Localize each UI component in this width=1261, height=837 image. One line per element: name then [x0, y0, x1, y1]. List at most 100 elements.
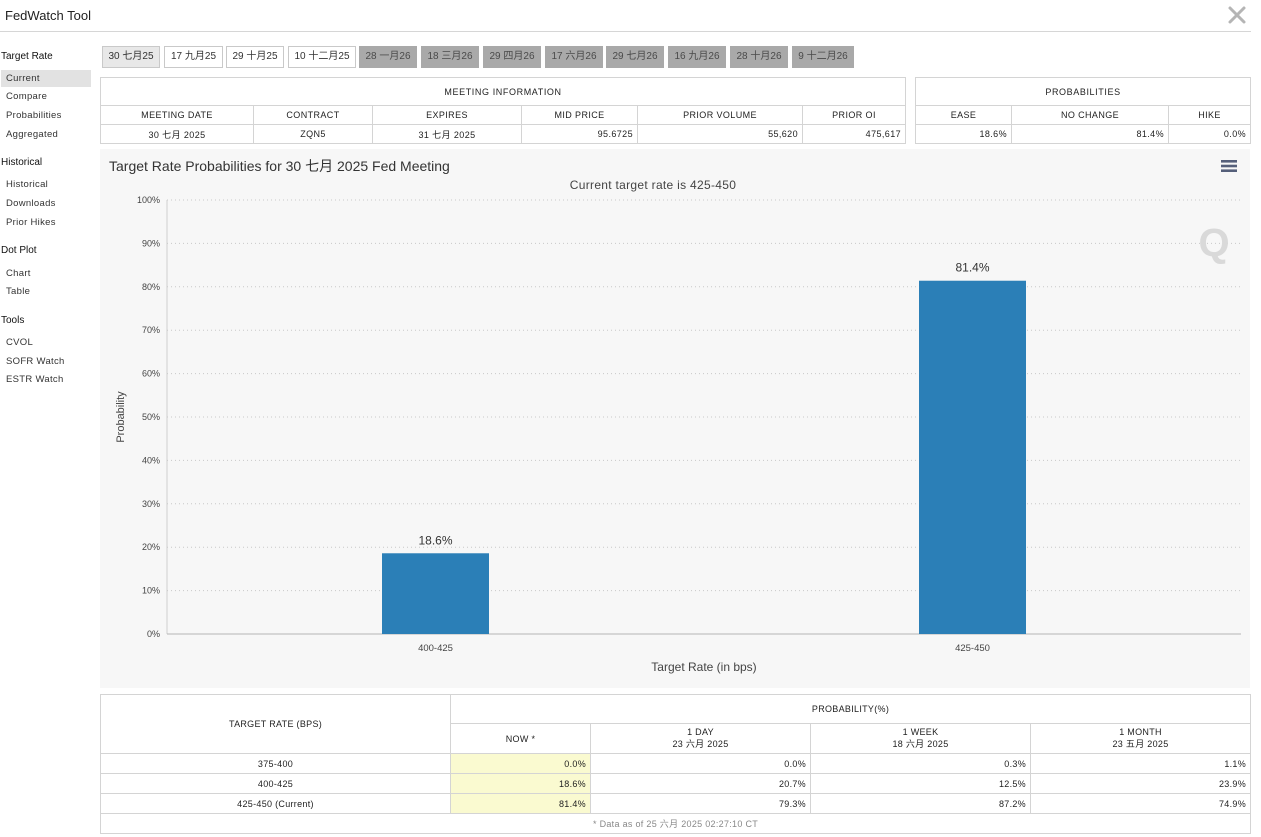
probability-cell: 20.7%	[590, 773, 811, 794]
no-change-value: 81.4%	[1011, 124, 1169, 144]
x-axis-title: Target Rate (in bps)	[651, 660, 756, 674]
column-header: NO CHANGE	[1011, 105, 1169, 125]
probability-cell: 0.0%	[590, 753, 811, 774]
column-header: PRIOR VOLUME	[637, 105, 803, 125]
tab-meeting[interactable]: 28 十月26	[730, 46, 788, 68]
bar	[919, 280, 1026, 634]
sidebar-item-aggregated[interactable]: Aggregated	[6, 129, 59, 140]
tab-meeting[interactable]: 9 十二月26	[792, 46, 854, 68]
target-rate-header: TARGET RATE (BPS)	[100, 694, 451, 754]
probability-cell: 23.9%	[1029, 773, 1252, 794]
y-tick-label: 10%	[142, 586, 160, 596]
ease-value: 18.6%	[915, 124, 1012, 144]
table-row: 375-400 0.0% 0.0% 0.3% 1.1%	[100, 753, 1252, 774]
title-bar: FedWatch Tool	[0, 0, 1251, 32]
column-header: PRIOR OI	[801, 105, 907, 125]
expires: 31 七月 2025	[372, 124, 522, 144]
column-header: EASE	[915, 105, 1012, 125]
tab-meeting[interactable]: 16 九月26	[668, 46, 726, 68]
column-header: HIKE	[1167, 105, 1252, 125]
probability-cell: 1.1%	[1029, 753, 1252, 774]
target-rate-table: TARGET RATE (BPS) PROBABILITY(%) NOW * 1…	[99, 694, 1252, 834]
chart-panel: 0% 10% 20% 30% 40% 50% 60% 70% 80% 90% 100% 18.6% 40…	[100, 149, 1250, 688]
chart-title: Target Rate Probabilities for 30 七月 2025…	[109, 158, 450, 174]
meeting-date: 30 七月 2025	[100, 124, 254, 144]
table-row: 425-450 (Current) 81.4% 79.3% 87.2% 74.9…	[100, 793, 1252, 814]
probability-cell: 18.6%	[450, 773, 591, 794]
y-tick-label: 100%	[137, 195, 160, 205]
column-header: MEETING DATE	[100, 105, 254, 125]
probability-cell: 74.9%	[1029, 793, 1252, 814]
y-axis-title: Probability	[115, 391, 127, 443]
y-tick-label: 80%	[142, 282, 160, 292]
prior-oi: 475,617	[801, 124, 907, 144]
section-title: PROBABILITIES	[914, 77, 1252, 106]
sidebar-group-dot-plot: Dot Plot	[1, 245, 37, 256]
data-label: 18.6%	[418, 533, 452, 547]
sidebar-item-current[interactable]: Current	[1, 70, 91, 87]
sidebar-group-historical: Historical	[1, 157, 43, 168]
probability-cell: 0.0%	[450, 753, 591, 774]
sidebar-item-estr-watch[interactable]: ESTR Watch	[6, 374, 64, 385]
data-label: 81.4%	[955, 261, 989, 275]
tab-meeting[interactable]: 29 四月26	[483, 46, 541, 68]
y-tick-label: 90%	[142, 238, 160, 248]
table-row: 400-425 18.6% 20.7% 12.5% 23.9%	[100, 773, 1252, 794]
tab-meeting[interactable]: 28 一月26	[359, 46, 417, 68]
app-title: FedWatch Tool	[5, 8, 91, 23]
column-header-1-month: 1 MONTH 23 五月 2025	[1029, 723, 1252, 754]
chart-menu-icon[interactable]	[1221, 159, 1237, 173]
column-header-now: NOW *	[450, 723, 591, 754]
x-tick-label: 425-450	[955, 643, 990, 654]
probability-cell: 87.2%	[810, 793, 1031, 814]
column-header: CONTRACT	[253, 105, 373, 125]
y-tick-label: 40%	[142, 455, 160, 465]
tab-meeting[interactable]: 29 十月25	[226, 46, 284, 68]
meeting-information-table: MEETING INFORMATION MEETING DATE CONTRAC…	[99, 77, 907, 144]
y-tick-label: 60%	[142, 369, 160, 379]
x-tick-label: 400-425	[418, 643, 453, 654]
tab-meeting[interactable]: 17 九月25	[164, 46, 223, 68]
sidebar-item-cvol[interactable]: CVOL	[6, 337, 34, 348]
y-tick-label: 50%	[142, 412, 160, 422]
y-tick-label: 0%	[147, 629, 160, 639]
sidebar-item-chart[interactable]: Chart	[6, 268, 31, 279]
close-icon[interactable]	[1226, 4, 1248, 26]
sidebar-item-downloads[interactable]: Downloads	[6, 198, 56, 209]
target-rate-cell: 375-400	[100, 753, 451, 774]
prior-volume: 55,620	[637, 124, 803, 144]
sidebar-item-probabilities[interactable]: Probabilities	[6, 110, 62, 121]
probability-chart: 0% 10% 20% 30% 40% 50% 60% 70% 80% 90% 100% 18.6% 40…	[115, 195, 1241, 674]
tab-meeting[interactable]: 29 七月26	[606, 46, 664, 68]
probability-cell: 81.4%	[450, 793, 591, 814]
y-tick-label: 30%	[142, 499, 160, 509]
sidebar-group-tools: Tools	[1, 315, 25, 326]
sidebar-item-compare[interactable]: Compare	[6, 91, 48, 102]
tab-meeting[interactable]: 17 六月26	[545, 46, 603, 68]
sidebar-item-sofr-watch[interactable]: SOFR Watch	[6, 356, 65, 367]
chart-subtitle: Current target rate is 425-450	[569, 178, 737, 192]
sidebar-group-target-rate: Target Rate	[1, 51, 53, 62]
probability-cell: 79.3%	[590, 793, 811, 814]
section-title: MEETING INFORMATION	[99, 77, 907, 106]
sidebar-item-prior-hikes[interactable]: Prior Hikes	[6, 217, 56, 228]
probability-cell: 12.5%	[810, 773, 1031, 794]
hike-value: 0.0%	[1167, 124, 1252, 144]
y-tick-label: 20%	[142, 542, 160, 552]
column-header-1-day: 1 DAY 23 六月 2025	[590, 723, 811, 754]
contract: ZQN5	[253, 124, 373, 144]
sidebar-item-historical[interactable]: Historical	[6, 179, 49, 190]
target-rate-cell: 400-425	[100, 773, 451, 794]
probability-header: PROBABILITY(%)	[449, 694, 1252, 724]
column-header: EXPIRES	[372, 105, 522, 125]
probabilities-table: PROBABILITIES EASE NO CHANGE HIKE 18.6% …	[914, 77, 1252, 144]
sidebar-item-table[interactable]: Table	[6, 286, 31, 297]
watermark-logo: Q	[1198, 221, 1229, 265]
tab-meeting[interactable]: 30 七月25	[102, 46, 160, 68]
column-header: MID PRICE	[521, 105, 638, 125]
tab-meeting[interactable]: 18 三月26	[421, 46, 479, 68]
data-timestamp-footnote: * Data as of 25 六月 2025 02:27:10 CT	[99, 813, 1252, 834]
bar	[382, 553, 489, 634]
y-tick-label: 70%	[142, 325, 160, 335]
tab-meeting[interactable]: 10 十二月25	[288, 46, 356, 68]
